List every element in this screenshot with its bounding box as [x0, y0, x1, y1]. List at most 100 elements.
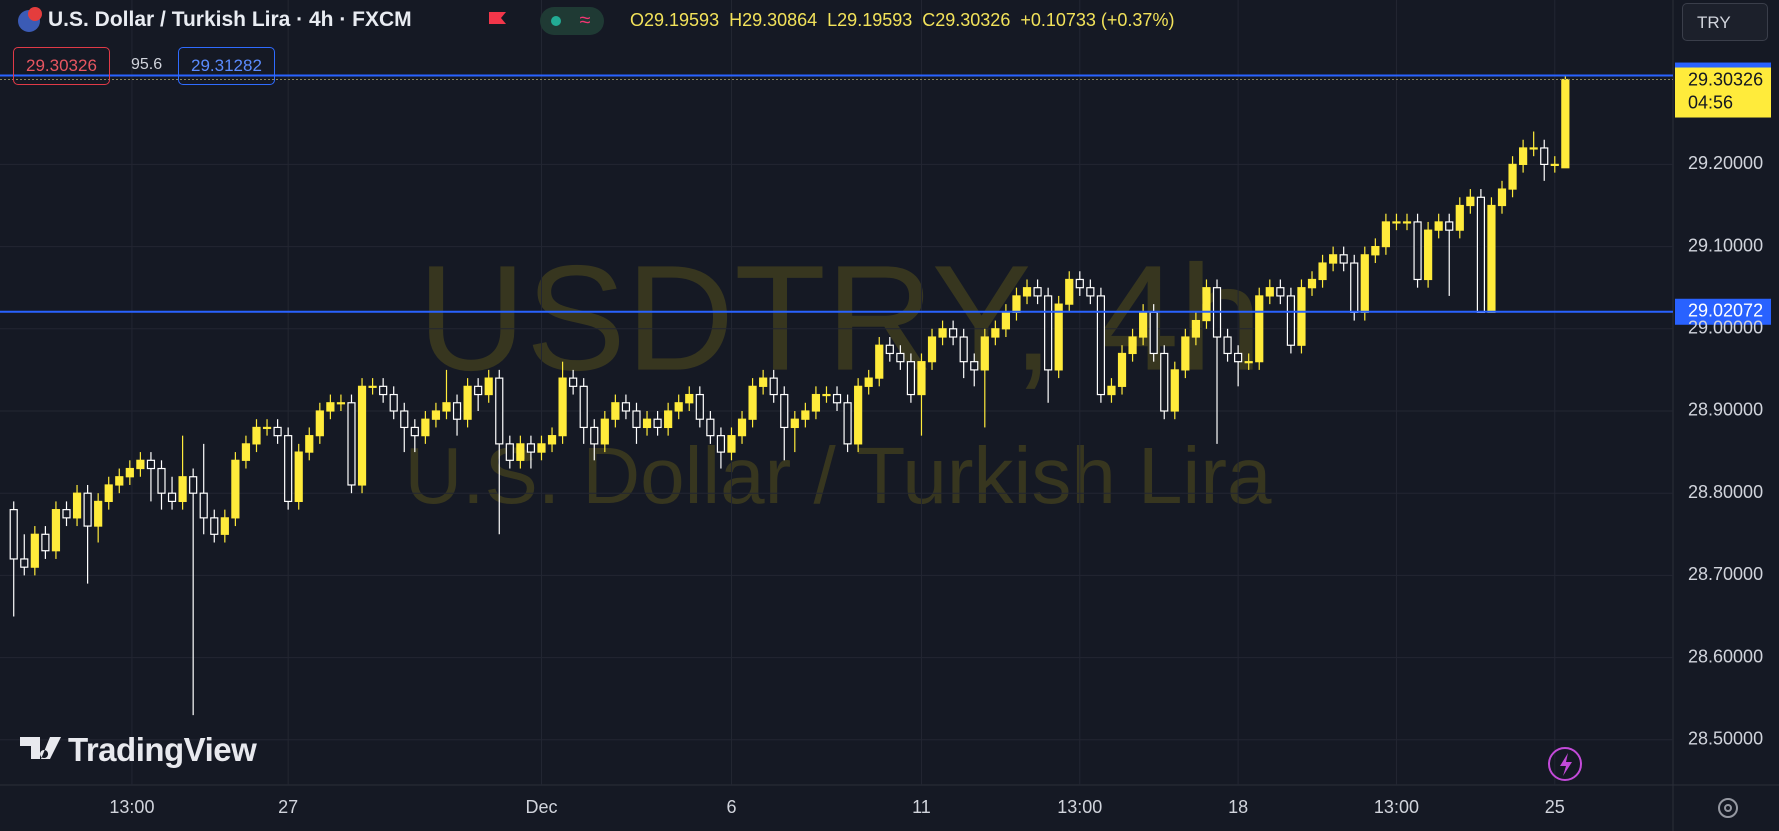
candles	[9, 75, 1570, 716]
candle-body	[896, 352, 905, 363]
candle-body	[1476, 196, 1485, 313]
candle-body	[727, 435, 736, 453]
candle-body	[1223, 336, 1232, 355]
candle-body	[1255, 295, 1264, 363]
candle-body	[843, 402, 852, 445]
candle-body	[146, 459, 156, 470]
candle-body	[368, 385, 377, 388]
x-tick-label: 13:00	[109, 797, 154, 817]
candle-body	[167, 492, 177, 503]
candle-body	[1371, 245, 1380, 256]
candle-body	[442, 402, 451, 412]
settings-icon	[1724, 804, 1732, 812]
status-icon: ≈	[580, 9, 591, 31]
candle-body	[1402, 221, 1412, 224]
buy-button[interactable]: 29.31282	[178, 47, 275, 85]
candle-body	[379, 385, 388, 396]
high-label: H29.30864	[729, 10, 818, 30]
candle-body	[1318, 262, 1327, 281]
x-tick-label: Dec	[525, 797, 557, 817]
x-tick-label: 13:00	[1374, 797, 1419, 817]
y-tick-label: 28.90000	[1688, 400, 1763, 420]
candle-body	[780, 393, 789, 429]
candle-body	[569, 377, 578, 387]
candle-body	[1044, 295, 1053, 371]
candle-body	[357, 385, 367, 486]
status-pill[interactable]	[540, 7, 604, 35]
candle-body	[51, 509, 61, 552]
candle-body	[336, 402, 346, 405]
x-tick-label: 11	[912, 797, 931, 817]
symbol-title[interactable]: U.S. Dollar / Turkish Lira · 4h · FXCM	[48, 8, 412, 31]
candle-body	[9, 509, 18, 560]
candle-body	[1012, 295, 1021, 313]
status-dot	[551, 16, 561, 26]
candle-body	[748, 385, 757, 420]
candle-body	[1561, 78, 1570, 169]
ohlc-legend: O29.19593 H29.30864 L29.19593 C29.30326 …	[630, 10, 1174, 31]
y-tick-label: 28.80000	[1688, 482, 1763, 502]
last-price-box	[1675, 67, 1771, 118]
candle-body	[1519, 147, 1528, 165]
settings-button[interactable]	[1718, 798, 1738, 818]
candle-body	[505, 443, 514, 461]
candle-body	[62, 509, 71, 519]
candle-body	[1540, 147, 1549, 165]
candle-body	[864, 377, 873, 387]
candle-body	[220, 517, 229, 535]
candle-body	[1529, 147, 1538, 150]
candle-body	[526, 443, 536, 453]
logo-text: TradingView	[68, 731, 257, 768]
spread: 95.6	[131, 56, 163, 73]
candle-body	[484, 377, 493, 396]
lightning-icon	[1560, 753, 1572, 776]
candle-body	[811, 393, 821, 412]
candle-body	[1244, 361, 1253, 364]
currency-select[interactable]: TRY	[1682, 3, 1768, 41]
candle-body	[664, 410, 673, 429]
flag-marker[interactable]	[489, 12, 506, 24]
candle-body	[642, 418, 652, 429]
candle-body	[1033, 287, 1042, 297]
candle-body	[854, 385, 863, 445]
candle-body	[1286, 295, 1296, 346]
candle-body	[41, 533, 50, 552]
candle-body	[1381, 221, 1390, 248]
candle-body	[199, 492, 208, 519]
candle-body	[695, 393, 704, 420]
candle-body	[1339, 254, 1348, 264]
change-label: +0.10733 (+0.37%)	[1020, 10, 1175, 30]
y-tick-label: 28.60000	[1688, 646, 1763, 666]
candle-body	[157, 467, 166, 494]
candle-body	[474, 385, 483, 396]
candle-body	[1508, 163, 1517, 190]
flag-icon-secondary	[28, 7, 42, 21]
candle-body	[252, 426, 261, 445]
candle-body	[115, 476, 124, 486]
candle-body	[1234, 352, 1243, 363]
candle-body	[558, 377, 567, 437]
candle-body	[885, 344, 894, 355]
sell-button[interactable]: 29.30326	[13, 47, 110, 85]
candle-body	[1392, 221, 1401, 224]
candle-body	[716, 435, 726, 453]
candle-body	[1497, 188, 1507, 207]
low-label: L29.19593	[827, 10, 913, 30]
candle-body	[875, 344, 884, 379]
candle-body	[1307, 278, 1317, 289]
candle-body	[949, 328, 958, 338]
candle-body	[1297, 287, 1306, 346]
lightning-button[interactable]	[1548, 747, 1582, 781]
watermark-symbol: USDTRY, 4h	[418, 234, 1263, 402]
candle-body	[906, 361, 916, 396]
candle-body	[315, 410, 324, 437]
candle-body	[917, 361, 926, 396]
candle-body	[1550, 163, 1559, 166]
candle-body	[1139, 311, 1148, 338]
candle-body	[1350, 262, 1359, 313]
candle-body	[1181, 336, 1190, 371]
candle-body	[959, 336, 968, 363]
candle-body	[737, 418, 747, 437]
